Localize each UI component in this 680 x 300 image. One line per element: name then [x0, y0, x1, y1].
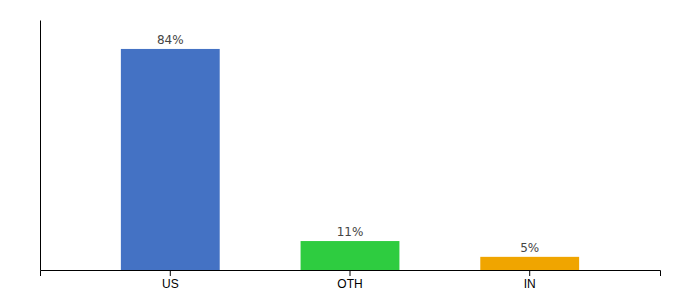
y-axis	[40, 21, 41, 271]
x-tick-label: US	[162, 277, 179, 291]
x-axis-line	[41, 271, 661, 277]
x-tick-label: OTH	[337, 277, 362, 291]
x-tick-mark	[350, 270, 351, 276]
bar	[121, 49, 220, 270]
plot: US OTH IN 84% 11% 5%	[41, 21, 661, 291]
x-axis: US OTH IN	[41, 270, 661, 291]
x-tick: IN	[524, 270, 536, 291]
x-tick-label: IN	[524, 277, 536, 291]
y-axis-line	[40, 21, 41, 271]
bar	[301, 241, 400, 270]
x-tick-mark	[170, 270, 171, 276]
x-tick: OTH	[337, 270, 362, 291]
data-label: 11%	[337, 225, 364, 239]
bars	[121, 49, 579, 270]
x-tick-mark	[529, 270, 530, 276]
chart: US OTH IN 84% 11% 5%	[0, 0, 680, 300]
x-tick: US	[162, 270, 179, 291]
data-label: 5%	[520, 241, 539, 255]
data-label: 84%	[157, 33, 184, 47]
bar	[480, 257, 579, 270]
data-labels: 84% 11% 5%	[157, 33, 539, 255]
